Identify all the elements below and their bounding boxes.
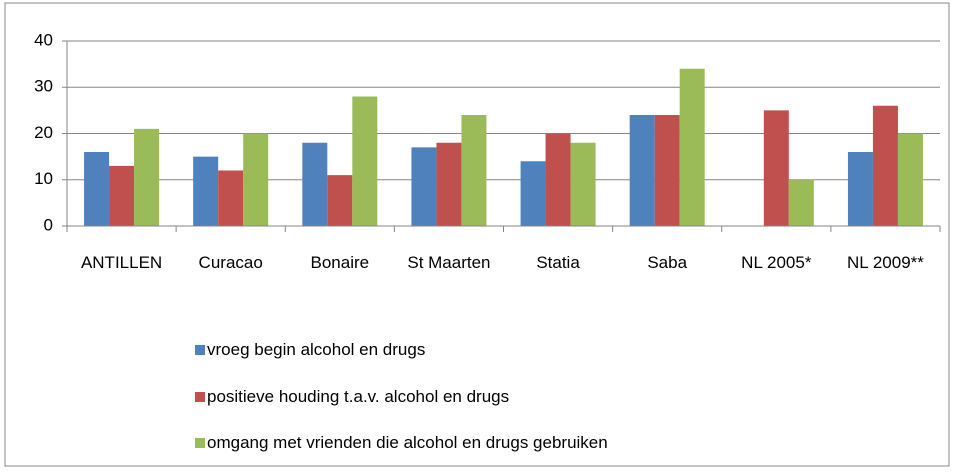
x-tick-label: ANTILLEN — [80, 253, 163, 272]
bar — [134, 128, 160, 226]
legend-swatch — [195, 438, 205, 448]
bar — [84, 152, 110, 226]
x-tick-label: St Maarten — [407, 253, 491, 272]
x-tick-label: NL 2009** — [847, 253, 924, 272]
bar — [193, 156, 219, 226]
y-tick-label: 10 — [34, 169, 53, 188]
bar — [679, 68, 705, 226]
bar — [218, 170, 244, 226]
bar — [243, 133, 269, 226]
legend-label: vroeg begin alcohol en drugs — [207, 340, 426, 359]
legend-label: omgang met vrienden die alcohol en drugs… — [207, 433, 608, 452]
bar — [897, 133, 923, 226]
y-tick-label: 40 — [34, 30, 53, 49]
bar — [436, 142, 462, 226]
bar — [570, 142, 596, 226]
bar — [788, 179, 814, 226]
bar — [847, 152, 873, 226]
bar — [545, 133, 571, 226]
y-tick-label: 20 — [34, 123, 53, 142]
bar — [109, 165, 135, 226]
x-tick-label: NL 2005* — [741, 253, 812, 272]
bar — [763, 110, 789, 226]
y-tick-label: 0 — [44, 215, 53, 234]
x-tick-label: Saba — [647, 253, 688, 272]
x-tick-label: Statia — [536, 253, 580, 272]
bar — [461, 115, 487, 226]
bar — [520, 161, 546, 226]
bar — [302, 142, 328, 226]
legend-swatch — [195, 345, 205, 355]
legend-swatch — [195, 391, 205, 402]
x-tick-label: Bonaire — [310, 253, 370, 272]
bar — [352, 96, 378, 226]
y-tick-label: 30 — [34, 77, 53, 96]
bar — [327, 175, 353, 226]
chart-frame — [4, 2, 950, 467]
x-tick-label: Curacao — [198, 253, 263, 272]
bar — [411, 147, 437, 226]
bar — [654, 115, 680, 226]
bar — [872, 105, 898, 226]
bar — [629, 115, 655, 226]
legend-label: positieve houding t.a.v. alcohol en drug… — [207, 386, 510, 406]
